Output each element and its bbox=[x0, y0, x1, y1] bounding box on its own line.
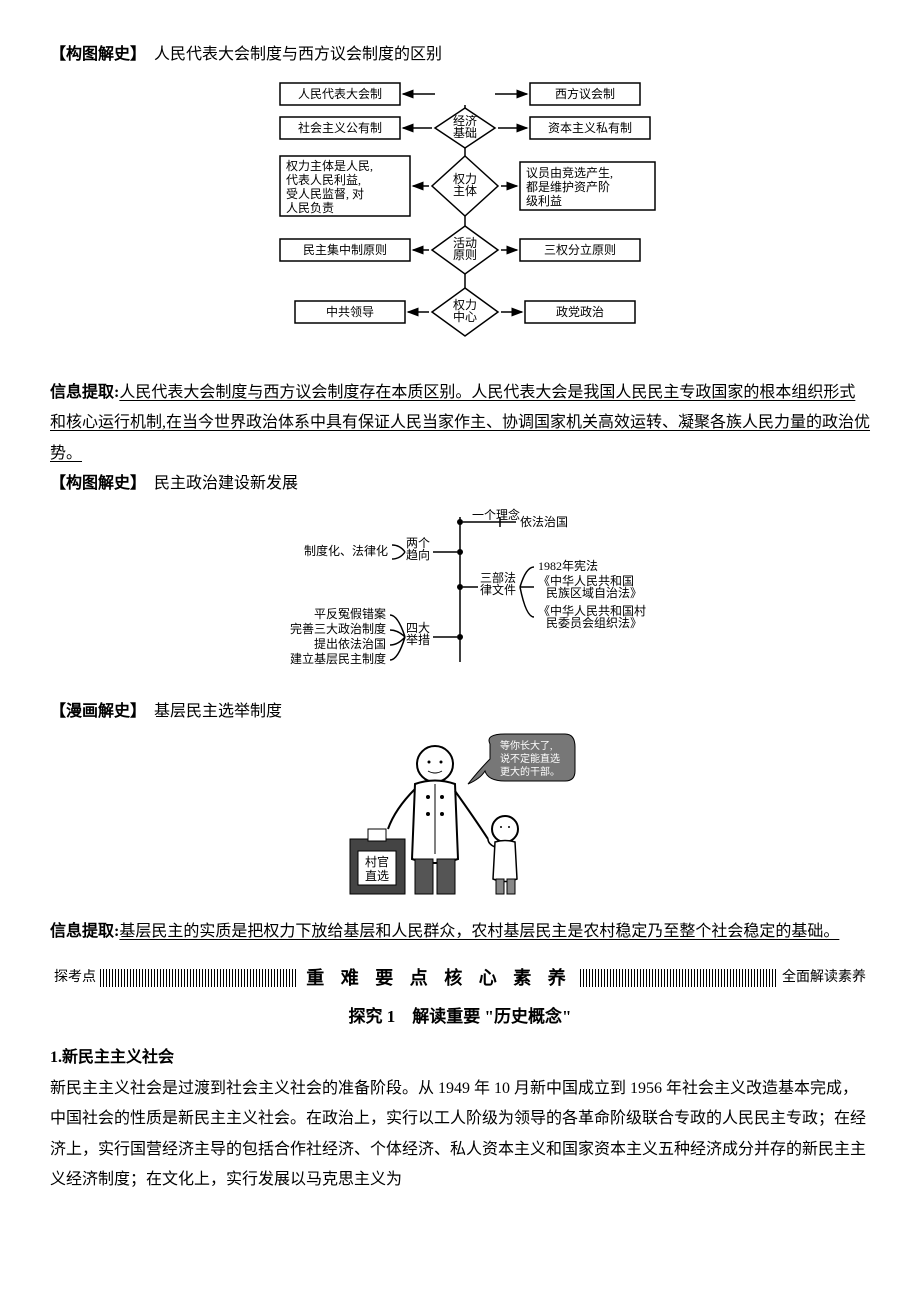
diagram-1: 人民代表大会制 西方议会制 经济基础 社会主义公有制 资本主义私有制 权力主体 … bbox=[50, 78, 870, 369]
sec2-tag: 【构图解史】 bbox=[50, 475, 138, 492]
bar-left: 探考点 bbox=[50, 965, 100, 992]
svg-text:人民负责: 人民负责 bbox=[286, 201, 334, 215]
bar-mid: 重 难 要 点 核 心 素 养 bbox=[298, 961, 580, 995]
svg-text:民族区域自治法》: 民族区域自治法》 bbox=[546, 586, 642, 600]
svg-text:都是维护资产阶: 都是维护资产阶 bbox=[526, 180, 610, 194]
info3-text: 基层民主的实质是把权力下放给基层和人民群众，农村基层民主是农村稳定乃至整个社会稳… bbox=[119, 923, 839, 940]
sec1-title: 人民代表大会制度与西方议会制度的区别 bbox=[154, 46, 442, 63]
sec1-tag: 【构图解史】 bbox=[50, 46, 138, 63]
svg-text:主体: 主体 bbox=[453, 184, 477, 198]
subtitle: 探究 1 解读重要 "历史概念" bbox=[50, 1001, 870, 1033]
svg-text:西方议会制: 西方议会制 bbox=[555, 86, 615, 101]
section2-heading: 【构图解史】 民主政治建设新发展 bbox=[50, 469, 870, 499]
svg-text:社会主义公有制: 社会主义公有制 bbox=[298, 120, 382, 135]
sec3-tag: 【漫画解史】 bbox=[50, 703, 138, 720]
svg-text:民主集中制原则: 民主集中制原则 bbox=[303, 242, 387, 257]
section1-heading: 【构图解史】 人民代表大会制度与西方议会制度的区别 bbox=[50, 40, 870, 70]
svg-text:直选: 直选 bbox=[365, 869, 389, 883]
svg-text:说不定能直选: 说不定能直选 bbox=[500, 752, 560, 765]
info1: 信息提取:人民代表大会制度与西方议会制度存在本质区别。人民代表大会是我国人民民主… bbox=[50, 378, 870, 469]
svg-text:议员由竞选产生,: 议员由竞选产生, bbox=[526, 166, 613, 180]
svg-text:村官: 村官 bbox=[365, 854, 389, 869]
svg-text:三权分立原则: 三权分立原则 bbox=[544, 242, 616, 257]
svg-text:资本主义私有制: 资本主义私有制 bbox=[548, 121, 632, 135]
para-text: 新民主主义社会是过渡到社会主义社会的准备阶段。从 1949 年 10 月新中国成… bbox=[50, 1074, 870, 1196]
svg-text:一个理念: 一个理念 bbox=[472, 507, 520, 522]
para-heading: 1.新民主主义社会 bbox=[50, 1043, 870, 1073]
svg-text:举措: 举措 bbox=[406, 633, 430, 647]
section-bar: 探考点 重 难 要 点 核 心 素 养 全面解读素养 bbox=[50, 961, 870, 995]
svg-text:人民代表大会制: 人民代表大会制 bbox=[298, 87, 382, 101]
svg-text:更大的干部。: 更大的干部。 bbox=[500, 765, 560, 778]
svg-text:政党政治: 政党政治 bbox=[556, 304, 604, 319]
info1-label: 信息提取: bbox=[50, 384, 119, 401]
info3-label: 信息提取: bbox=[50, 923, 119, 940]
svg-text:原则: 原则 bbox=[453, 248, 477, 262]
svg-text:制度化、法律化: 制度化、法律化 bbox=[304, 543, 388, 558]
diagram-2: 一个理念依法治国 两个趋向 制度化、法律化 三部法律文件 1982年宪法 《中华… bbox=[50, 507, 870, 688]
info3: 信息提取:基层民主的实质是把权力下放给基层和人民群众，农村基层民主是农村稳定乃至… bbox=[50, 917, 870, 947]
svg-text:1982年宪法: 1982年宪法 bbox=[538, 558, 598, 573]
svg-text:建立基层民主制度: 建立基层民主制度 bbox=[290, 651, 386, 666]
svg-text:中心: 中心 bbox=[453, 309, 477, 324]
svg-text:平反冤假错案: 平反冤假错案 bbox=[314, 606, 386, 621]
bar-right: 全面解读素养 bbox=[778, 965, 870, 992]
svg-text:完善三大政治制度: 完善三大政治制度 bbox=[290, 621, 386, 636]
svg-text:代表人民利益,: 代表人民利益, bbox=[286, 173, 361, 187]
svg-text:律文件: 律文件 bbox=[480, 582, 516, 597]
svg-text:提出依法治国: 提出依法治国 bbox=[314, 636, 386, 651]
svg-text:基础: 基础 bbox=[453, 126, 477, 140]
cartoon: 村官直选 等你长大了, 说不定能直选 更大的干部。 bbox=[50, 729, 870, 910]
svg-text:权力主体是人民,: 权力主体是人民, bbox=[286, 159, 373, 173]
info1-text: 人民代表大会制度与西方议会制度存在本质区别。人民代表大会是我国人民民主专政国家的… bbox=[50, 384, 870, 462]
svg-text:依法治国: 依法治国 bbox=[520, 514, 568, 529]
svg-text:趋向: 趋向 bbox=[406, 547, 430, 562]
svg-text:民委员会组织法》: 民委员会组织法》 bbox=[546, 616, 642, 630]
svg-text:级利益: 级利益 bbox=[526, 194, 562, 208]
svg-text:中共领导: 中共领导 bbox=[326, 304, 374, 319]
section3-heading: 【漫画解史】 基层民主选举制度 bbox=[50, 697, 870, 727]
svg-text:等你长大了,: 等你长大了, bbox=[500, 739, 553, 752]
sec2-title: 民主政治建设新发展 bbox=[154, 475, 298, 492]
svg-text:受人民监督, 对: 受人民监督, 对 bbox=[286, 186, 364, 201]
sec3-title: 基层民主选举制度 bbox=[154, 703, 282, 720]
